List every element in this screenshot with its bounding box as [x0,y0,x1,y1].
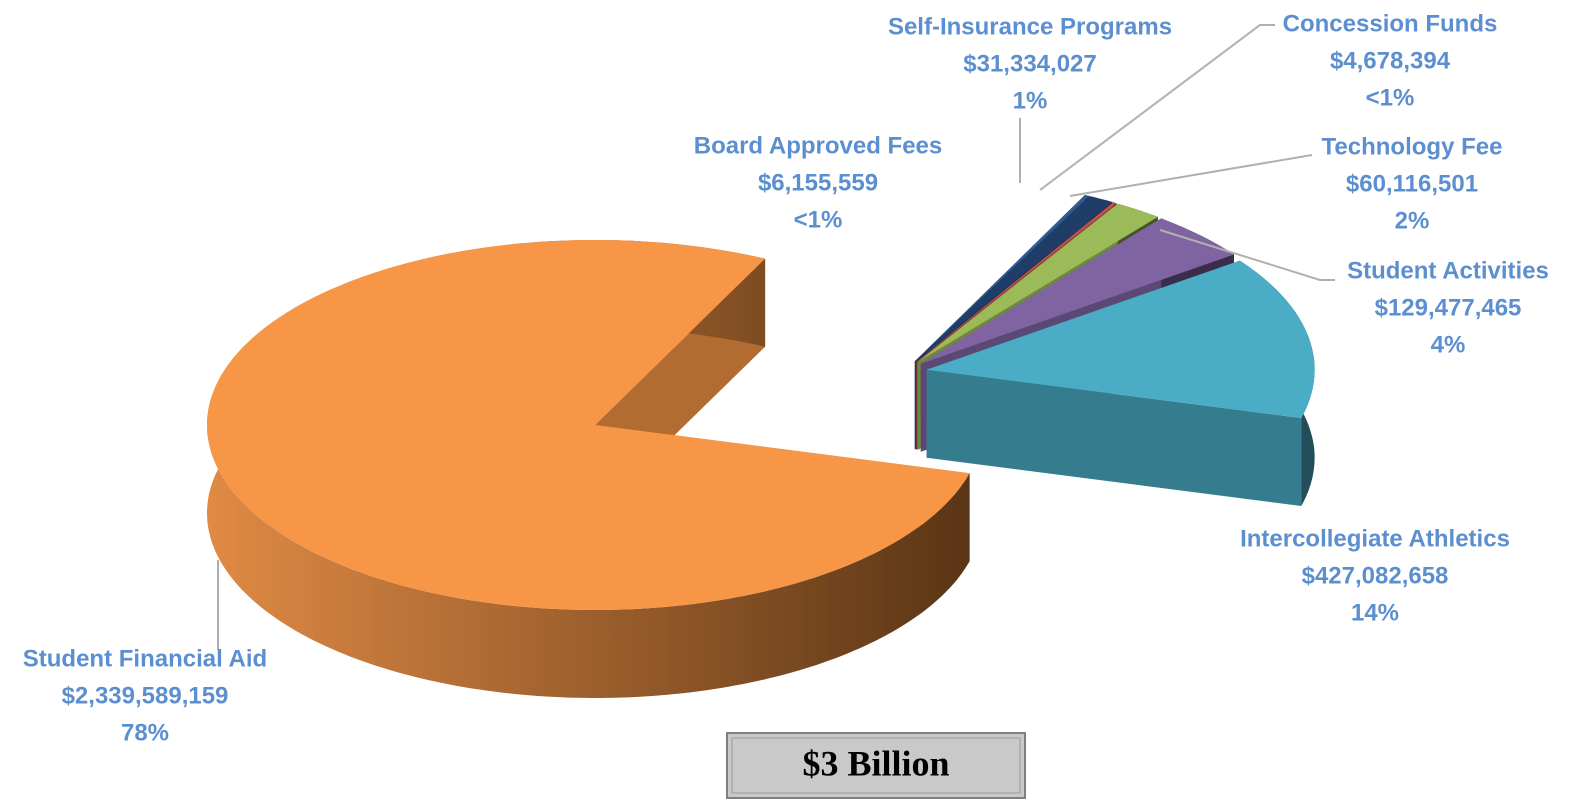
percent-label: 2% [1395,207,1430,234]
value-label: $6,155,559 [758,169,878,196]
percent-label: 14% [1351,599,1399,626]
slice [920,218,1234,364]
leader-line [1069,154,1313,197]
leader-line [1159,229,1335,281]
slice [917,203,1158,363]
value-label: $427,082,658 [1302,562,1449,589]
leader-lines [217,24,1335,650]
percent-label: <1% [1366,84,1415,111]
slice [915,196,1113,362]
total-label: $3 Billion [802,743,949,783]
slice-label: Intercollegiate Athletics [1240,525,1510,552]
slice-side [926,369,1302,506]
slice-label: Self-Insurance Programs [888,13,1172,40]
slice-label: Board Approved Fees [694,132,943,159]
slice-label: Concession Funds [1283,10,1498,37]
labels: Student Financial Aid $2,339,589,159 78% Bo… [23,10,1549,746]
percent-label: 1% [1013,87,1048,114]
percent-label: 78% [121,719,169,746]
value-label: $129,477,465 [1375,294,1522,321]
leader-line [1039,24,1275,191]
slice-label: Student Financial Aid [23,645,267,672]
slice [914,195,1090,362]
percent-label: 4% [1431,331,1466,358]
total-box-inner [731,737,1021,794]
value-label: $4,678,394 [1330,47,1451,74]
percent-label: <1% [794,206,843,233]
total-box [726,732,1026,799]
slice [916,202,1117,362]
slice [207,240,970,610]
value-label: $2,339,589,159 [62,682,229,709]
value-label: $60,116,501 [1346,170,1478,197]
slices [207,195,1315,698]
slice-label: Technology Fee [1322,133,1503,160]
slice-label: Student Activities [1347,257,1549,284]
slice [926,260,1315,418]
value-label: $31,334,027 [963,50,1096,77]
